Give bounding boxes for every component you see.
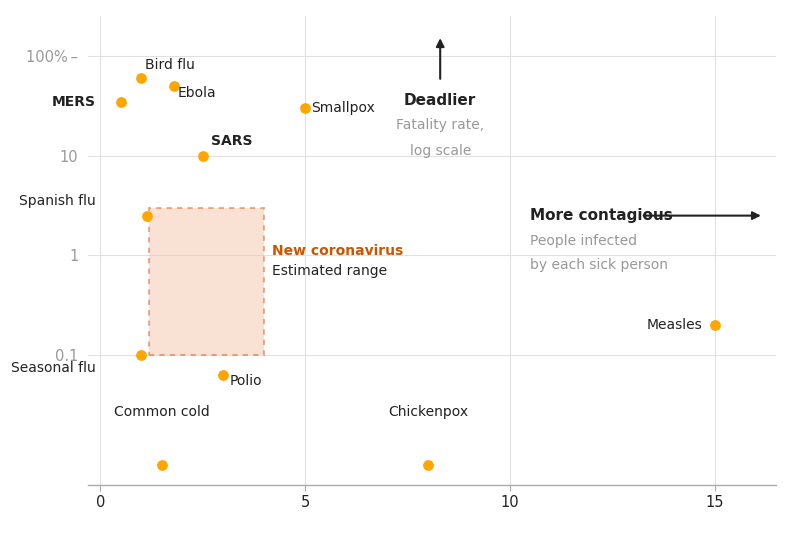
Text: Ebola: Ebola [178, 86, 217, 100]
Text: Spanish flu: Spanish flu [19, 194, 96, 208]
Text: SARS: SARS [211, 134, 252, 148]
Text: New coronavirus: New coronavirus [272, 244, 403, 258]
Point [135, 74, 148, 82]
Text: Fatality rate,: Fatality rate, [396, 118, 484, 132]
Text: People infected: People infected [530, 234, 638, 248]
Text: by each sick person: by each sick person [530, 258, 668, 272]
Text: log scale: log scale [410, 144, 471, 158]
Point [708, 321, 721, 329]
Text: Measles: Measles [646, 318, 702, 332]
Text: Polio: Polio [230, 374, 262, 388]
Bar [150, 208, 264, 355]
Point [155, 461, 168, 469]
Point [141, 212, 154, 220]
Text: Deadlier: Deadlier [404, 93, 476, 108]
Text: Common cold: Common cold [114, 405, 210, 419]
Point [217, 371, 230, 379]
Text: Estimated range: Estimated range [272, 264, 387, 278]
Point [135, 351, 148, 359]
Text: More contagious: More contagious [530, 208, 673, 223]
Point [196, 151, 209, 160]
Point [114, 98, 127, 107]
Text: MERS: MERS [52, 95, 96, 109]
Text: Smallpox: Smallpox [311, 101, 375, 115]
Point [168, 82, 181, 90]
Text: Bird flu: Bird flu [146, 59, 195, 72]
Point [422, 461, 434, 469]
Text: Seasonal flu: Seasonal flu [11, 361, 96, 375]
Point [298, 103, 311, 112]
Text: Chickenpox: Chickenpox [388, 405, 468, 419]
